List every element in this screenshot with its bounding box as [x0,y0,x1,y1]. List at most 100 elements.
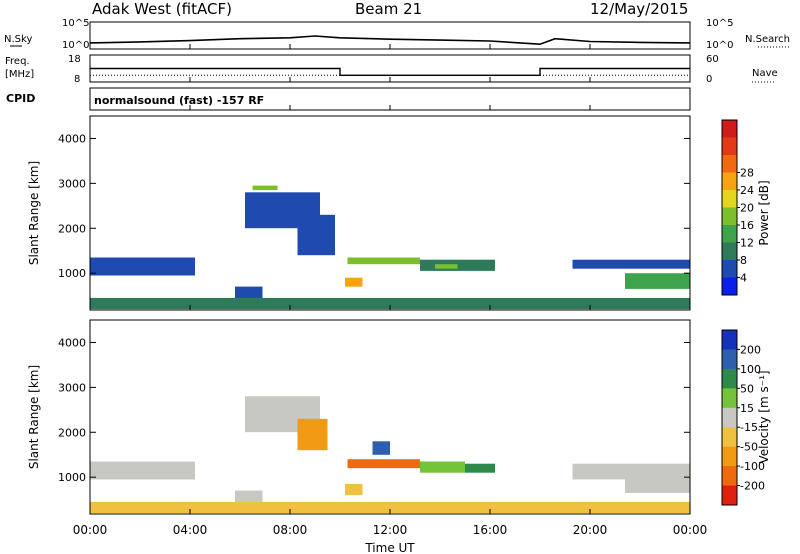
noise-tick-low: 10^0 [62,40,89,51]
xaxis-label: Time UT [364,541,415,554]
velocity-axis: 1000 2000 3000 4000 [58,336,690,484]
power-region-2 [252,185,278,191]
beam-title: Beam 21 [355,0,423,18]
power-colorbar-swatch-1 [722,137,737,156]
freq-tick-high: 18 [68,54,81,65]
velocity-ytick-label-3: 4000 [58,336,86,349]
nave-tick-high: 60 [706,54,719,65]
noise-panel: N.Sky 10^5 10^0 10^5 10^0 N.Search [4,18,790,51]
velocity-region-8 [235,490,263,505]
velocity-colorbar-swatch-1 [722,349,737,370]
velocity-frame [89,319,691,515]
date-title: 12/May/2015 [590,0,689,18]
freq-tick-low: 8 [74,74,80,85]
velocity-region-11 [90,501,690,514]
power-colorbar-swatch-3 [722,172,737,191]
velocity-colorbar-tick-label-6: -100 [740,460,765,473]
velocity-colorbar-tick-label-2: 50 [740,382,754,395]
power-axis: 1000 2000 3000 4000 [58,132,690,280]
velocity-cells [90,396,690,514]
velocity-region-5 [420,461,465,473]
velocity-colorbar-tick-label-7: -200 [740,480,765,493]
power-ylabel: Slant Range [km] [27,161,41,265]
power-region-7 [435,264,458,269]
power-colorbar: 4 8 12 16 20 24 28 [721,119,754,296]
velocity-region-4 [345,483,363,496]
velocity-colorbar-tick-label-5: -50 [740,441,758,454]
power-colorbar-tick-label-6: 28 [740,167,754,180]
velocity-region-9 [572,463,690,480]
velocity-region-10 [625,477,690,493]
xtick-label-3: 12:00 [373,523,408,537]
velocity-ytick-label-0: 1000 [58,471,86,484]
power-colorbar-swatch-7 [722,242,737,261]
power-region-9 [572,259,690,269]
power-colorbar-swatch-2 [722,155,737,173]
power-colorbar-tick-label-5: 24 [740,184,754,197]
nave-tick-low: 0 [706,74,712,85]
xtick-label-2: 08:00 [273,523,308,537]
velocity-colorbar-swatch-7 [722,466,737,487]
cpid-panel: CPID normalsound (fast) -157 RF [6,87,691,111]
power-colorbar-swatch-6 [722,225,737,243]
power-ytick-label-1: 2000 [58,222,86,235]
velocity-colorbar-swatch-4 [722,407,737,428]
velocity-region-2 [297,418,328,451]
velocity-colorbar-swatch-8 [722,485,737,506]
xtick-label-4: 16:00 [473,523,508,537]
power-region-5 [345,277,363,287]
radar-title: Adak West (fitACF) [92,0,232,18]
xtick-label-5: 20:00 [573,523,608,537]
power-ytick-label-3: 4000 [58,132,86,145]
power-region-0 [90,257,195,276]
noise-tick-high-right: 10^5 [706,18,733,29]
velocity-colorbar-label: Velocity [m s⁻¹] [757,370,771,463]
power-colorbar-tick-label-3: 16 [740,219,754,232]
power-region-8 [235,286,263,301]
power-region-4 [347,257,420,265]
velocity-colorbar: 200 100 50 15 -15 -50 -100 -200 [721,329,765,506]
noise-sky-series [89,35,691,46]
power-region-11 [90,297,690,310]
velocity-colorbar-swatch-0 [722,330,737,350]
noise-sky-label: N.Sky [4,34,32,45]
power-colorbar-swatch-4 [722,190,737,208]
time-axis: 00:00 04:00 08:00 12:00 16:00 20:00 00:00 [73,44,708,537]
velocity-region-7 [372,441,390,455]
noise-series-group [89,35,691,46]
velocity-colorbar-swatch-5 [722,427,737,448]
velocity-colorbar-swatch-3 [722,388,737,409]
velocity-region-3 [347,459,420,469]
velocity-colorbar-tick-label-1: 100 [740,363,761,376]
power-region-10 [625,273,690,289]
xtick-label-0: 00:00 [73,523,108,537]
power-panel: 1000 2000 3000 4000 Slant Range [km] [27,115,691,311]
power-colorbar-swatch-9 [722,277,737,296]
velocity-ytick-label-1: 2000 [58,426,86,439]
xtick-label-6: 00:00 [673,523,708,537]
cpid-text: normalsound (fast) -157 RF [94,94,264,107]
power-frame [89,115,691,311]
velocity-region-0 [90,461,195,480]
velocity-region-6 [465,463,495,473]
power-colorbar-swatch-5 [722,207,737,226]
noise-search-label: N.Search [745,34,790,45]
power-ytick-label-2: 3000 [58,177,86,190]
power-cells [90,185,690,310]
power-colorbar-tick-label-0: 4 [740,272,747,285]
freq-label-1: Freq. [5,56,30,67]
freq-series [90,67,690,76]
nave-label: Nave [752,68,778,79]
noise-tick-low-right: 10^0 [706,40,733,51]
power-ytick-label-0: 1000 [58,267,86,280]
velocity-ylabel: Slant Range [km] [27,365,41,469]
power-colorbar-tick-label-1: 8 [740,254,747,267]
xtick-label-1: 04:00 [173,523,208,537]
power-colorbar-tick-label-4: 20 [740,202,754,215]
velocity-colorbar-swatch-2 [722,368,737,389]
velocity-panel: 1000 2000 3000 4000 Slant Range [km] [27,319,691,515]
cpid-label: CPID [6,92,35,105]
freq-series-group [90,67,690,76]
freq-panel: Freq. [MHz] 18 8 60 0 Nave [5,54,778,85]
